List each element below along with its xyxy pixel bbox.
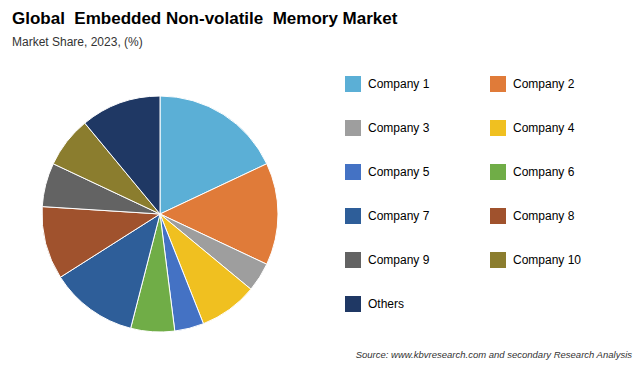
legend-label: Company 10 [513, 253, 581, 267]
slice [85, 96, 160, 214]
slice [42, 207, 160, 278]
legend-label: Company 8 [513, 209, 575, 223]
subtitle: Market Share, 2023, (%) [12, 35, 143, 49]
legend-swatch [345, 296, 361, 312]
legend-swatch [490, 252, 506, 268]
legend-label: Company 2 [513, 77, 575, 91]
legend-swatch [490, 76, 506, 92]
legend-swatch [345, 120, 361, 136]
legend-label: Company 6 [513, 165, 575, 179]
title: Global Embedded Non-volatile Memory Mark… [12, 9, 398, 28]
legend-label: Company 9 [368, 253, 430, 267]
legend-label: Company 3 [368, 121, 430, 135]
pie [42, 96, 278, 332]
legend: Company 1 Company 2 Company 3 Company 4 Comp… [345, 76, 581, 312]
source: Source: www.kbvresearch.com and secondar… [356, 349, 633, 360]
legend-swatch [490, 208, 506, 224]
chart: Global Embedded Non-volatile Memory Mark… [0, 0, 640, 368]
legend-swatch [490, 164, 506, 180]
legend-label: Company 4 [513, 121, 575, 135]
legend-label: Company 1 [368, 77, 430, 91]
legend-swatch [345, 208, 361, 224]
legend-swatch [345, 76, 361, 92]
legend-label: Company 7 [368, 209, 430, 223]
legend-swatch [490, 120, 506, 136]
legend-swatch [345, 164, 361, 180]
legend-label: Others [368, 297, 404, 311]
legend-label: Company 5 [368, 165, 430, 179]
legend-swatch [345, 252, 361, 268]
